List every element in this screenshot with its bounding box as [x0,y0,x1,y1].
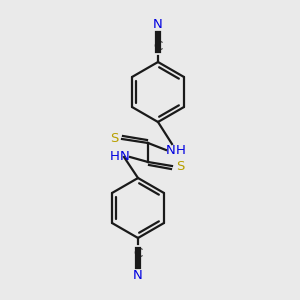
Text: H: H [176,143,186,157]
Text: N: N [166,143,176,157]
Text: N: N [153,18,163,31]
Text: S: S [110,133,118,146]
Text: C: C [134,247,142,260]
Text: S: S [176,160,184,172]
Text: N: N [120,151,130,164]
Text: N: N [133,269,143,282]
Text: H: H [110,151,120,164]
Text: C: C [153,40,163,53]
